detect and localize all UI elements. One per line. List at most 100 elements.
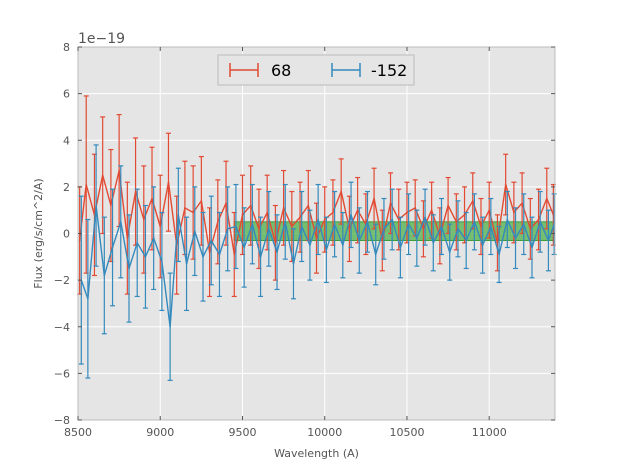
- series-2-point: [383, 228, 385, 230]
- series-2-point: [350, 214, 352, 216]
- series-1-point: [208, 251, 211, 253]
- y-tick-label: 2: [63, 181, 70, 194]
- series-2-point: [490, 225, 492, 228]
- series-2-point: [317, 218, 319, 221]
- series-1-point: [110, 204, 112, 207]
- series-1-point: [414, 207, 416, 209]
- series-2-point: [448, 251, 451, 253]
- series-1-point: [167, 181, 170, 184]
- series-2-point: [210, 239, 213, 242]
- y-axis-label: Flux (erg/s/cm^2/A): [32, 178, 45, 288]
- series-2-point: [103, 274, 106, 277]
- series-2-point: [424, 216, 426, 218]
- series-1-point: [151, 197, 153, 200]
- series-1-point: [78, 239, 81, 242]
- series-2-point: [193, 230, 196, 232]
- series-1-point: [126, 237, 129, 239]
- series-1-point: [184, 207, 186, 209]
- series-2-point: [177, 214, 180, 216]
- y-tick-label: 0: [63, 228, 70, 241]
- series-2-point: [218, 253, 221, 256]
- y-tick-label: −4: [54, 321, 70, 334]
- series-2-point: [259, 256, 262, 258]
- legend: 68 -152: [217, 54, 415, 86]
- series-1-point: [101, 174, 104, 177]
- series-2-point: [292, 263, 295, 265]
- series-1-point: [159, 225, 162, 228]
- series-2-point: [366, 221, 369, 223]
- series-2-point: [95, 204, 97, 207]
- series-2-point: [144, 256, 147, 258]
- series-1-point: [307, 204, 310, 207]
- series-2-point: [391, 218, 393, 221]
- series-2-point: [342, 244, 344, 246]
- series-2-point: [374, 253, 377, 256]
- series-2-point: [136, 242, 139, 244]
- series-1-point: [142, 218, 145, 221]
- series-2-point: [498, 253, 500, 256]
- series-2-point: [119, 221, 122, 223]
- series-2-point: [440, 225, 443, 228]
- series-1-point: [447, 204, 449, 207]
- series-2-point: [300, 225, 303, 228]
- series-2-point: [473, 221, 476, 223]
- series-2-group: [78, 144, 557, 381]
- series-2-point: [202, 256, 204, 258]
- y-tick-label: 4: [63, 134, 70, 147]
- series-1-point: [430, 209, 433, 211]
- series-2-point: [522, 223, 525, 225]
- series-2-point: [416, 237, 418, 239]
- series-1-point: [323, 218, 326, 221]
- series-2-point: [87, 297, 89, 300]
- series-1-point: [348, 228, 351, 230]
- series-2-point: [251, 223, 254, 225]
- series-1-point: [521, 202, 523, 204]
- series-2-point: [539, 221, 541, 223]
- series-2-point: [325, 249, 328, 251]
- x-axis-label: Wavelength (A): [274, 447, 359, 460]
- series-1-point: [134, 190, 137, 193]
- x-tick-label: 9500: [228, 426, 256, 439]
- series-1-point: [200, 200, 203, 202]
- series-1-point: [299, 216, 301, 218]
- series-2-point: [243, 246, 245, 249]
- series-1-point: [373, 197, 375, 200]
- series-1-point: [356, 209, 359, 211]
- series-1-point: [529, 228, 532, 230]
- series-2-point: [284, 221, 287, 223]
- series-2-point: [399, 246, 402, 249]
- series-2-point: [309, 244, 311, 246]
- series-layer: [77, 95, 557, 381]
- series-1-point: [332, 211, 334, 214]
- series-1-point: [266, 211, 268, 214]
- y-tick-label: 8: [63, 41, 70, 54]
- x-tick-label: 9000: [146, 426, 174, 439]
- series-2-point: [432, 242, 435, 244]
- series-1-point: [233, 253, 236, 256]
- y-offset-label: 1e−19: [78, 31, 125, 47]
- series-1-point: [291, 225, 293, 228]
- series-2-point: [169, 325, 171, 328]
- series-2-point: [185, 263, 188, 265]
- series-1-point: [225, 202, 227, 204]
- series-1-point: [471, 200, 474, 202]
- series-2-point: [333, 223, 336, 225]
- series-1-point: [249, 204, 252, 207]
- series-1-point: [488, 209, 491, 211]
- series-1-point: [315, 237, 318, 239]
- x-tick-label: 8500: [64, 426, 92, 439]
- series-2-point: [128, 267, 130, 270]
- series-1-point: [504, 183, 507, 186]
- series-1-point: [455, 221, 458, 223]
- series-1-point: [192, 211, 194, 214]
- y-tick-label: −6: [54, 367, 70, 380]
- series-2-point: [268, 228, 270, 230]
- series-2-point: [111, 246, 114, 249]
- series-1-point: [439, 235, 441, 237]
- series-1-point: [496, 242, 499, 244]
- series-2-point: [226, 228, 229, 230]
- x-tick-label: 11000: [472, 426, 507, 439]
- series-1-point: [241, 214, 244, 216]
